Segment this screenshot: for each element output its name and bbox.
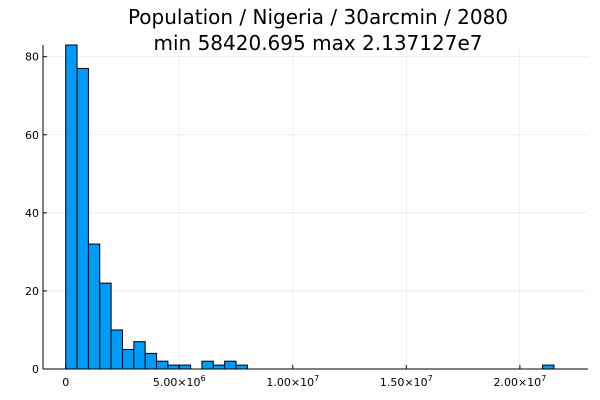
histogram-bar [65, 44, 78, 370]
histogram-bar [167, 364, 180, 370]
y-tick-label: 0 [32, 363, 39, 376]
chart-title-line2: min 58420.695 max 2.137127e7 [154, 31, 483, 55]
tick-labels: 0 20 40 60 80 0 5.00×106 1.00×107 1.50×107 2.00×1… [25, 51, 546, 389]
histogram-bar [224, 360, 237, 370]
y-tick-label: 60 [25, 129, 39, 142]
histogram-bar [87, 243, 101, 370]
x-tick-label: 1.50×107 [380, 374, 433, 389]
histogram-bar [178, 364, 192, 370]
chart-title-line1: Population / Nigeria / 30arcmin / 2080 [128, 5, 508, 29]
histogram-bar [76, 67, 89, 370]
y-tick-label: 40 [25, 207, 39, 220]
histogram-bar [235, 364, 248, 370]
x-tick-label: 5.00×106 [153, 374, 206, 389]
histogram-bar [110, 329, 123, 370]
histogram-bar [212, 364, 226, 370]
axes [42, 45, 588, 370]
x-tick-label: 1.00×107 [266, 374, 319, 389]
histogram-bar [133, 341, 146, 370]
histogram-bar [156, 360, 169, 370]
x-tick-label: 0 [62, 376, 69, 389]
y-tick-label: 20 [25, 285, 39, 298]
x-tick-label: 2.00×107 [493, 374, 546, 389]
histogram-bar [99, 282, 112, 370]
histogram-bars [65, 44, 555, 370]
histogram-bar [542, 364, 555, 370]
grid-lines [43, 45, 588, 370]
y-tick-label: 80 [25, 51, 39, 64]
histogram-bar [144, 352, 158, 370]
histogram-bar [121, 348, 135, 370]
histogram-bar [201, 360, 214, 370]
